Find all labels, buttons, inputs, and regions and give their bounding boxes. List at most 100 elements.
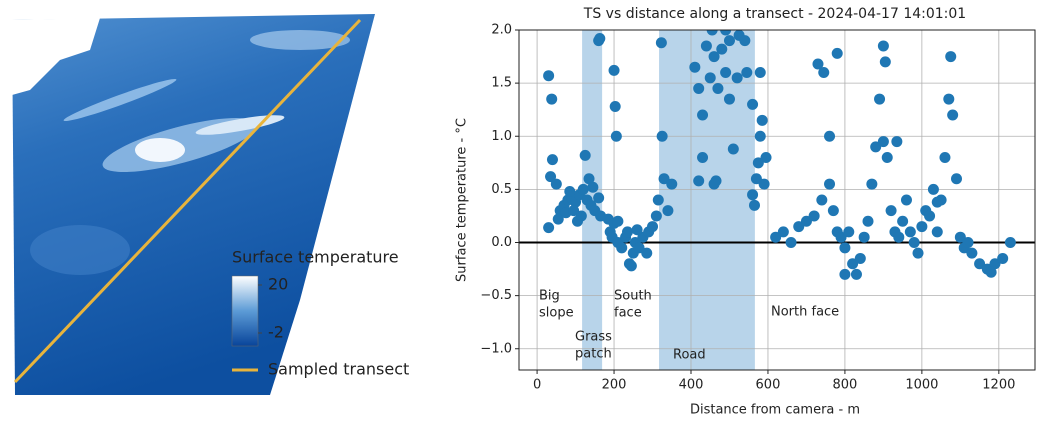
- point: [877, 136, 889, 148]
- x-tick-label: 1200: [982, 378, 1015, 393]
- annotation: patch: [575, 347, 612, 362]
- annotation: North face: [771, 305, 839, 320]
- map: [12, 14, 375, 395]
- point: [866, 178, 878, 190]
- point: [816, 194, 828, 206]
- point: [777, 226, 789, 238]
- point: [689, 61, 701, 73]
- point: [1004, 237, 1016, 248]
- legend-label: Sampled transect: [268, 360, 409, 379]
- point: [827, 205, 839, 217]
- y-tick-label: 1.0: [491, 129, 512, 144]
- point: [908, 237, 920, 248]
- point: [754, 67, 766, 78]
- y-tick-label: −1.0: [480, 341, 512, 356]
- point: [543, 70, 555, 82]
- point: [818, 67, 830, 78]
- point: [706, 30, 718, 36]
- point: [631, 224, 643, 236]
- point: [641, 247, 653, 259]
- point: [760, 152, 772, 163]
- y-tick-label: 2.0: [491, 23, 512, 38]
- point: [756, 114, 768, 126]
- point: [546, 93, 558, 105]
- point: [931, 226, 943, 238]
- annotation: Road: [673, 348, 706, 363]
- point: [924, 210, 936, 222]
- annotation: South: [614, 289, 652, 304]
- point: [720, 67, 732, 78]
- annotation: face: [614, 306, 642, 321]
- x-tick-label: 1000: [905, 378, 938, 393]
- x-tick-label: 800: [833, 378, 858, 393]
- point: [943, 93, 955, 105]
- annotation: Big: [539, 289, 560, 304]
- point: [752, 157, 764, 169]
- point: [608, 64, 620, 76]
- point: [693, 175, 705, 187]
- point: [545, 171, 557, 183]
- point: [727, 143, 739, 155]
- point: [568, 205, 580, 217]
- point: [723, 93, 735, 105]
- legend-title: Surface temperature: [232, 248, 399, 267]
- point: [879, 56, 891, 68]
- x-tick-label: 600: [756, 378, 781, 393]
- point: [652, 194, 664, 206]
- point: [951, 173, 963, 185]
- point: [543, 222, 555, 234]
- point: [962, 237, 974, 248]
- point: [985, 266, 997, 278]
- colorbar-tick-label: 20: [268, 275, 288, 294]
- point: [633, 242, 645, 254]
- point: [885, 205, 897, 217]
- y-tick-label: 1.5: [491, 76, 512, 91]
- chart-title: TS vs distance along a transect - 2024-0…: [583, 6, 966, 22]
- point: [839, 242, 851, 254]
- point: [877, 40, 889, 52]
- point: [897, 215, 909, 227]
- point: [564, 186, 576, 197]
- point: [966, 247, 978, 259]
- point: [927, 183, 939, 195]
- colorbar-tick-label: -2: [268, 323, 284, 342]
- point: [708, 51, 720, 63]
- point: [793, 221, 805, 233]
- point: [697, 152, 709, 163]
- point: [647, 221, 659, 233]
- point: [785, 237, 797, 248]
- point: [587, 181, 599, 193]
- point: [658, 173, 670, 185]
- point: [912, 247, 924, 259]
- point: [577, 183, 589, 195]
- point: [758, 178, 770, 190]
- point: [748, 199, 760, 211]
- point: [616, 242, 628, 254]
- point: [916, 221, 928, 233]
- y-axis-label: Surface temperature - °C: [455, 118, 470, 282]
- point: [874, 93, 886, 105]
- x-tick-label: 400: [679, 378, 704, 393]
- point: [655, 37, 667, 49]
- point: [693, 82, 705, 94]
- x-tick-label: 200: [602, 378, 627, 393]
- point: [697, 109, 709, 121]
- point: [808, 210, 820, 222]
- point: [939, 152, 951, 163]
- points: [543, 30, 1016, 280]
- point: [716, 43, 728, 55]
- point: [571, 215, 583, 227]
- point: [881, 152, 893, 163]
- point: [750, 173, 762, 185]
- point: [870, 141, 882, 153]
- point: [847, 258, 859, 270]
- y-tick-label: 0.0: [491, 235, 512, 250]
- point: [862, 215, 874, 227]
- point: [609, 101, 621, 112]
- point: [625, 260, 637, 272]
- point: [754, 130, 766, 142]
- point: [712, 82, 724, 94]
- point: [945, 51, 957, 63]
- point: [954, 231, 966, 243]
